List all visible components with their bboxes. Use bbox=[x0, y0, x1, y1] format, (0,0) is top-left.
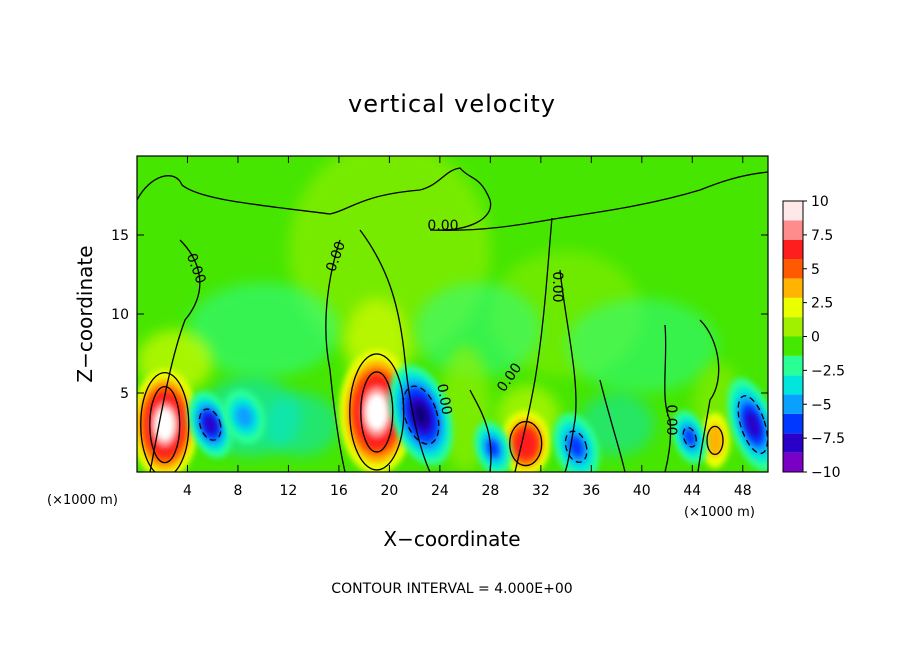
colorbar-swatch bbox=[783, 394, 803, 414]
colorbar-swatch bbox=[783, 433, 803, 453]
colorbar-swatch bbox=[783, 413, 803, 434]
ambient-patch bbox=[263, 393, 339, 457]
updraft-4 bbox=[700, 412, 730, 469]
contour-ring bbox=[360, 371, 394, 453]
heatmap-field bbox=[137, 156, 768, 472]
zero-contour bbox=[149, 239, 201, 472]
colorbar-swatch bbox=[783, 336, 803, 356]
x-unit-left: (×1000 m) bbox=[47, 493, 118, 508]
contour-interval-text: CONTOUR INTERVAL = 4.000E+00 bbox=[331, 581, 572, 597]
ambient-patch bbox=[187, 282, 339, 378]
contour-ring bbox=[509, 420, 543, 467]
zero-contour bbox=[325, 239, 346, 472]
x-tick-label: 4 bbox=[183, 483, 192, 499]
zero-contour bbox=[664, 324, 672, 472]
x-tick-label: 32 bbox=[532, 483, 550, 499]
zero-contour-upper bbox=[137, 167, 768, 231]
contour-value-label: 0.00 bbox=[427, 218, 458, 234]
colorbar-swatch bbox=[783, 201, 803, 221]
updraft-1 bbox=[137, 369, 199, 472]
contour-ring bbox=[682, 426, 697, 448]
x-tick-label: 28 bbox=[481, 483, 499, 499]
contour-ring bbox=[198, 408, 222, 441]
colorbar-tick-label: −10 bbox=[811, 465, 841, 481]
colorbar-swatch bbox=[783, 278, 803, 298]
contour-ring bbox=[737, 395, 768, 455]
field-level bbox=[413, 404, 428, 427]
y-tick-label: 5 bbox=[120, 386, 129, 402]
x-axis-label: X−coordinate bbox=[383, 527, 520, 551]
x-unit-right: (×1000 m) bbox=[684, 505, 755, 520]
x-tick-label: 40 bbox=[633, 483, 651, 499]
field-level bbox=[706, 423, 724, 458]
colorbar-swatch bbox=[783, 259, 803, 279]
x-tick-label: 36 bbox=[582, 483, 600, 499]
contour-ring bbox=[402, 385, 440, 445]
x-axis: 4 8 12 16 20 24 28 32 36 40 44 48 bbox=[183, 156, 752, 499]
zero-contour bbox=[359, 229, 431, 472]
x-tick-label: 20 bbox=[380, 483, 398, 499]
ambient-patch bbox=[414, 282, 541, 378]
x-tick-label: 44 bbox=[683, 483, 701, 499]
ambient-patch bbox=[566, 298, 718, 393]
colorbar-tick-label: −5 bbox=[811, 397, 832, 413]
y-axis-label: Z−coordinate bbox=[73, 245, 97, 382]
colorbar-tick-label: 7.5 bbox=[811, 228, 833, 244]
colorbar-swatch bbox=[783, 297, 803, 318]
colorbar-swatch bbox=[783, 220, 803, 240]
downdraft-3 bbox=[727, 377, 768, 472]
field-level bbox=[235, 405, 253, 428]
x-tick-label: 8 bbox=[233, 483, 242, 499]
x-tick-label: 12 bbox=[280, 483, 298, 499]
contour-ring bbox=[706, 425, 724, 456]
contour-lines bbox=[137, 167, 768, 472]
downdraft-6 bbox=[672, 410, 708, 465]
downdraft-7 bbox=[223, 389, 266, 444]
colorbar-swatch bbox=[783, 317, 803, 337]
y-tick-label: 10 bbox=[111, 307, 129, 323]
contour-value-label: 0.00 bbox=[433, 383, 454, 416]
field-level bbox=[745, 411, 761, 438]
y-axis: 5 10 15 bbox=[111, 228, 768, 402]
downdraft-5 bbox=[474, 421, 512, 472]
colorbar-tick-label: 5 bbox=[811, 262, 820, 278]
colorbar-swatch bbox=[783, 239, 803, 260]
x-tick-label: 48 bbox=[734, 483, 752, 499]
colorbar-swatch bbox=[783, 452, 803, 472]
field-level bbox=[204, 415, 217, 435]
field-level bbox=[684, 429, 695, 446]
field-level bbox=[514, 428, 537, 459]
ambient-patch bbox=[578, 393, 655, 457]
colorbar-tick-label: −2.5 bbox=[811, 363, 845, 379]
colorbar-tick-label: 0 bbox=[811, 330, 820, 346]
downdraft-4 bbox=[552, 412, 600, 472]
colorbar-swatch bbox=[783, 355, 803, 376]
field-level bbox=[154, 407, 175, 442]
x-tick-label: 16 bbox=[330, 483, 348, 499]
zero-contour bbox=[599, 379, 626, 472]
contour-value-label: 0.00 bbox=[549, 271, 565, 302]
zero-contour bbox=[469, 389, 492, 472]
chart-title: vertical velocity bbox=[348, 90, 556, 118]
field-level bbox=[365, 393, 389, 431]
x-tick-label: 24 bbox=[431, 483, 449, 499]
contour-ring bbox=[140, 371, 190, 472]
colorbar-swatch bbox=[783, 375, 803, 395]
y-tick-label: 15 bbox=[111, 228, 129, 244]
contour-ring bbox=[149, 385, 181, 464]
field-level bbox=[569, 436, 584, 457]
contour-ring bbox=[564, 430, 588, 463]
colorbar-tick-label: −7.5 bbox=[811, 431, 845, 447]
zero-contour bbox=[559, 269, 577, 472]
colorbar-tick-label: 2.5 bbox=[811, 296, 833, 312]
colorbar: 10 7.5 5 2.5 0 −2.5 −5 −7.5 −10 bbox=[782, 194, 845, 481]
downdraft-2 bbox=[388, 364, 453, 466]
zero-contour bbox=[514, 217, 553, 472]
colorbar-tick-label: 10 bbox=[811, 194, 829, 210]
downdraft-1 bbox=[188, 390, 233, 459]
zero-contour bbox=[697, 319, 720, 472]
contour-value-label: 0.00 bbox=[663, 404, 679, 435]
